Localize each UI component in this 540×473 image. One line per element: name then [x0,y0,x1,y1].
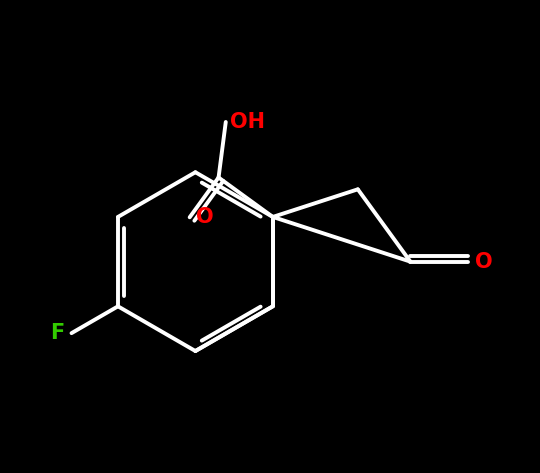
Text: OH: OH [230,112,265,132]
Text: O: O [196,207,213,228]
Text: F: F [50,323,64,343]
Text: O: O [475,252,492,272]
